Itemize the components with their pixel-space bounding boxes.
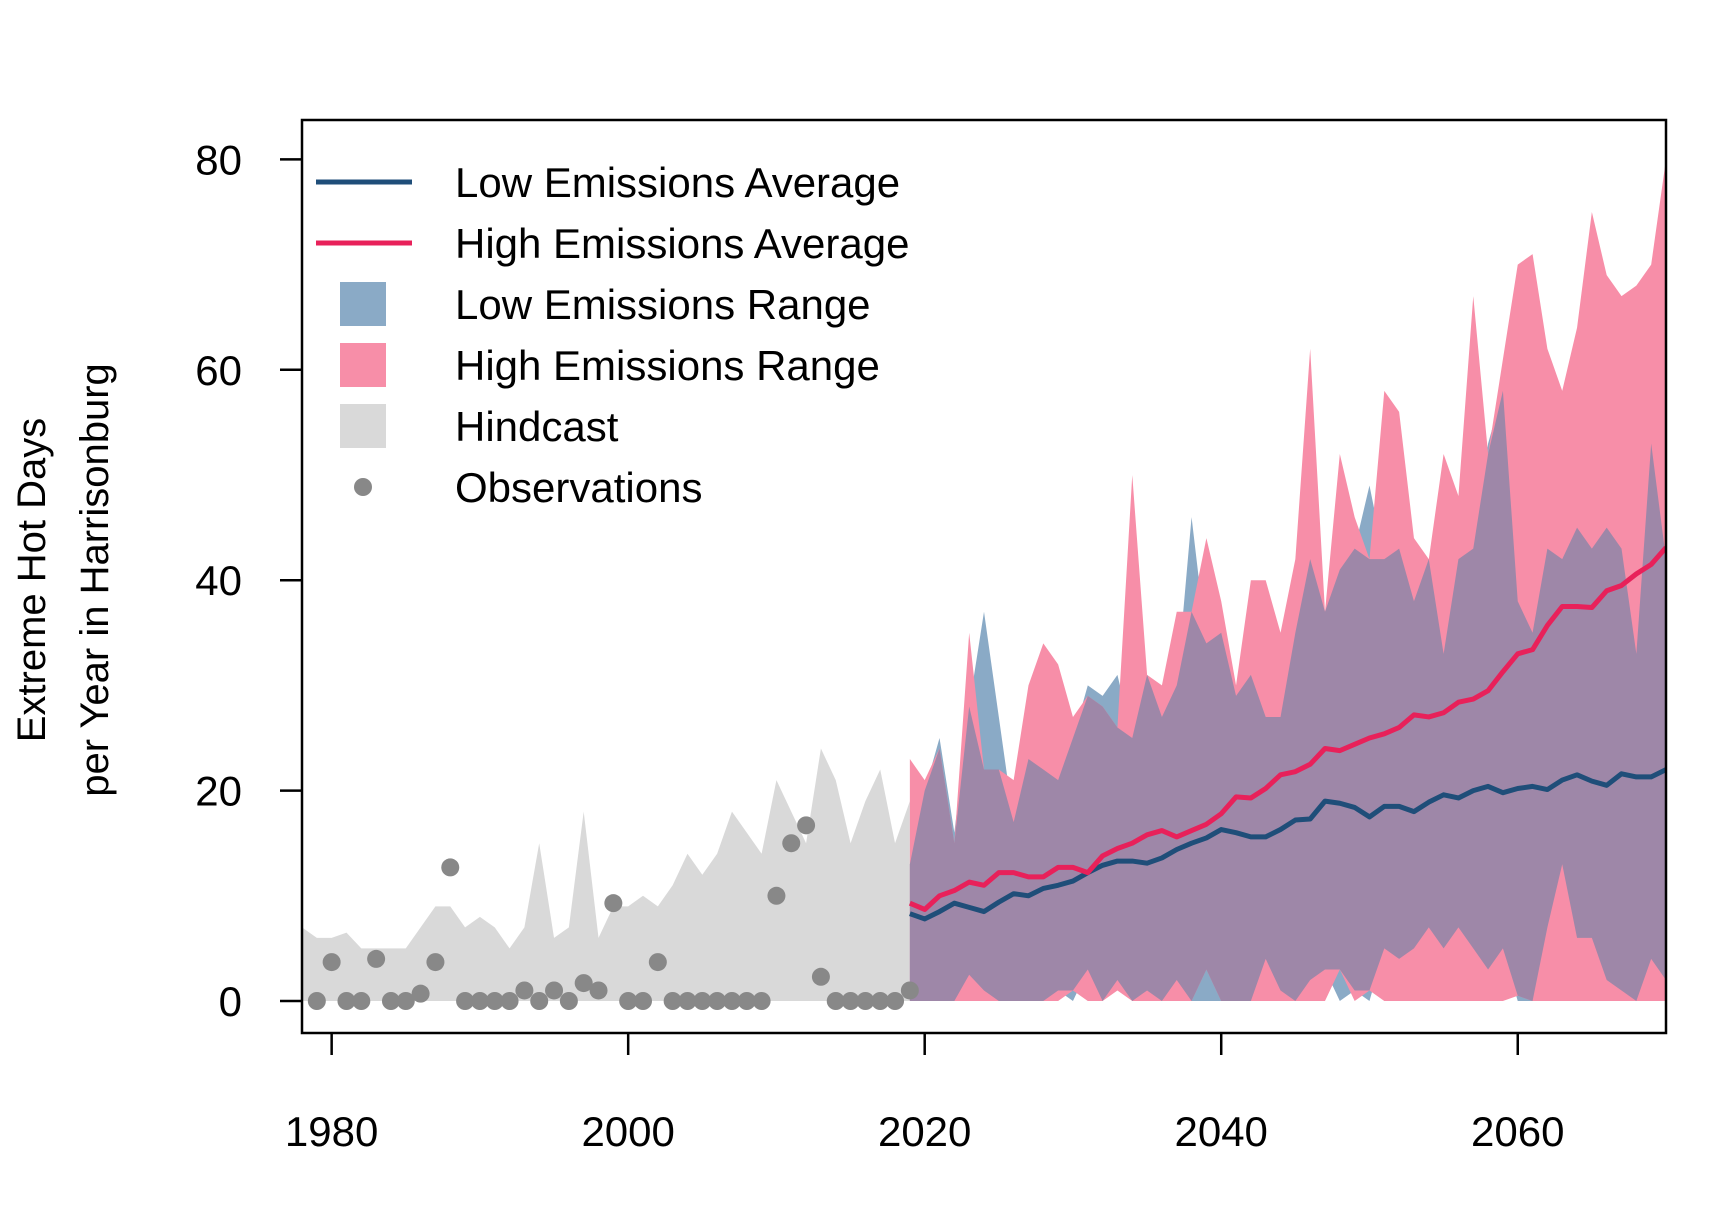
observation-point <box>767 886 786 905</box>
observation-point <box>752 992 771 1010</box>
observation-point <box>545 981 564 1000</box>
legend-item: Low Emissions Range <box>340 281 871 328</box>
x-tick-label: 2020 <box>878 1108 971 1155</box>
observation-point <box>396 992 415 1010</box>
legend-box-swatch <box>340 343 386 387</box>
line-layer <box>908 545 1666 922</box>
observation-point <box>470 992 489 1010</box>
legend-label: High Emissions Range <box>455 342 880 389</box>
observation-point <box>485 992 504 1010</box>
x-tick-label: 2060 <box>1471 1108 1564 1155</box>
observation-point <box>530 992 549 1010</box>
observation-point <box>826 992 845 1010</box>
observation-point <box>900 981 919 1000</box>
observation-point <box>663 992 682 1010</box>
observation-point <box>722 992 741 1010</box>
observation-point <box>515 981 534 1000</box>
legend-item: Low Emissions Average <box>316 159 900 206</box>
observation-point <box>693 992 712 1010</box>
legend-item: Hindcast <box>340 403 619 450</box>
legend-item: High Emissions Average <box>316 220 909 267</box>
observation-point <box>841 992 860 1010</box>
observation-point <box>367 949 386 968</box>
observation-point <box>500 992 519 1010</box>
legend: Low Emissions Average High Emissions Aver… <box>316 159 909 511</box>
hindcast-band <box>302 748 910 1001</box>
y-axis-label: Extreme Hot Days per Year in Harrisonburg <box>10 363 117 797</box>
observation-point <box>574 974 593 993</box>
legend-box-swatch <box>340 404 386 448</box>
legend-point-swatch <box>354 478 372 496</box>
plot-frame <box>300 118 1668 1035</box>
legend-label: Hindcast <box>455 403 619 450</box>
range-overlap-band <box>909 390 1666 1002</box>
legend-item: Observations <box>354 464 702 511</box>
plot-area <box>302 159 1666 1010</box>
observation-point <box>886 992 905 1010</box>
observation-point <box>634 992 652 1010</box>
x-tick-label: 1980 <box>285 1108 378 1155</box>
observation-point <box>337 992 356 1010</box>
observation-point <box>811 967 830 986</box>
y-tick-label: 0 <box>219 978 242 1025</box>
y-tick-label: 40 <box>195 557 242 604</box>
legend-label: Low Emissions Range <box>455 281 871 328</box>
observation-point <box>441 858 460 877</box>
observation-point <box>456 992 475 1010</box>
observation-point <box>604 894 623 913</box>
observation-point <box>307 992 326 1010</box>
legend-item: High Emissions Range <box>340 342 880 389</box>
observations-layer <box>307 816 919 1010</box>
legend-label: Low Emissions Average <box>455 159 900 206</box>
observation-point <box>322 953 341 972</box>
y-tick-label: 80 <box>195 136 242 183</box>
x-tick-label: 2040 <box>1174 1108 1267 1155</box>
observation-point <box>589 981 608 1000</box>
x-tick-label: 2000 <box>581 1108 674 1155</box>
observation-point <box>737 992 756 1010</box>
y-axis-label-line: Extreme Hot Days <box>10 418 54 743</box>
observation-point <box>797 816 816 835</box>
legend-label: Observations <box>455 464 702 511</box>
observation-point <box>708 992 727 1010</box>
observation-point <box>426 953 445 972</box>
observation-point <box>648 953 667 972</box>
y-axis-label-line: per Year in Harrisonburg <box>73 363 117 797</box>
high-emissions-average-line <box>908 545 1666 912</box>
y-tick-label: 60 <box>195 347 242 394</box>
observation-point <box>871 992 890 1010</box>
observation-point <box>678 992 697 1010</box>
observation-point <box>411 984 430 1003</box>
observation-point <box>352 992 371 1010</box>
observation-point <box>856 992 875 1010</box>
observation-point <box>619 992 638 1010</box>
y-tick-label: 20 <box>195 768 242 815</box>
observation-point <box>381 992 400 1010</box>
observation-point <box>559 992 578 1010</box>
observation-point <box>782 834 801 853</box>
legend-box-swatch <box>340 282 386 326</box>
overlap-layer <box>909 390 1666 1002</box>
hindcast-layer <box>302 748 910 1001</box>
low-emissions-average-line <box>909 767 1666 922</box>
legend-label: High Emissions Average <box>455 220 909 267</box>
